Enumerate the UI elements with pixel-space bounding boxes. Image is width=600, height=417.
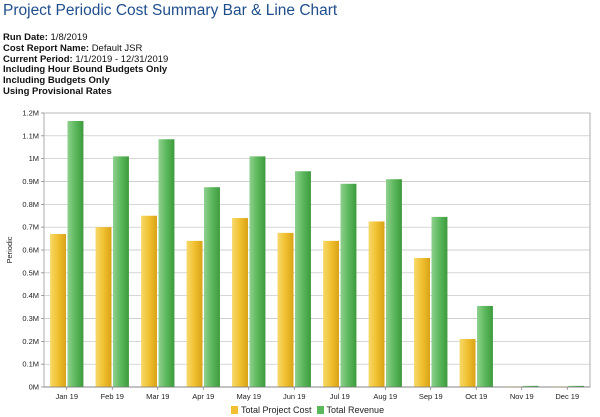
y-tick-label: 0.2M [22,337,39,346]
bar-total-project-cost [277,232,294,387]
legend-label-revenue: Total Revenue [326,405,385,415]
bar-total-revenue [568,385,584,387]
y-tick-label: 0M [29,383,39,392]
x-tick-label: Jan 19 [55,392,78,401]
bar-total-revenue [249,156,266,387]
x-tick-label: Apr 19 [192,392,214,401]
cost-report-value: Default JSR [91,42,143,54]
y-tick-label: 0.7M [22,223,39,232]
legend-label-cost: Total Project Cost [241,405,312,415]
x-tick-label: Oct 19 [465,392,487,401]
y-tick-label: 0.6M [22,246,39,255]
y-tick-label: 0.5M [22,268,39,277]
hour-bound-note: Including Hour Bound Budgets Only [3,64,168,76]
bar-total-revenue [340,183,357,387]
x-tick-label: Feb 19 [101,392,124,401]
x-tick-label: Mar 19 [146,392,169,401]
bar-total-project-cost [368,221,385,387]
run-date-value: 1/8/2019 [50,32,88,43]
bar-total-project-cost [232,218,248,387]
chart-legend: Total Project Cost Total Revenue [231,405,389,415]
x-tick-label: Dec 19 [555,392,579,401]
current-period-row: Current Period: 1/1/2019 - 12/31/2019 [3,53,169,66]
bar-total-revenue [386,179,402,387]
legend-swatch-cost [231,406,238,414]
bar-total-project-cost [95,227,112,387]
x-tick-label: Aug 19 [373,392,397,401]
bar-total-revenue [295,171,311,387]
y-tick-label: 0.8M [22,200,39,209]
bar-total-project-cost [141,215,157,387]
hour-bound-text: Including Hour Bound Budgets Only [3,64,168,76]
x-tick-label: Jul 19 [330,392,350,401]
y-axis-label: Periodic [5,236,14,263]
bar-total-project-cost [414,257,430,387]
y-tick-label: 0.4M [22,291,39,300]
chart-title: Project Periodic Cost Summary Bar & Line… [3,2,338,19]
x-tick-label: Nov 19 [510,392,534,401]
current-period-label: Current Period: [3,53,73,65]
bar-total-project-cost [459,339,476,387]
provisional-rates-text: Using Provisional Rates [3,85,112,97]
provisional-rates-note: Using Provisional Rates [3,85,168,98]
cost-report-row: Cost Report Name: Default JSR [3,42,168,55]
bar-total-revenue [67,120,84,387]
bar-total-project-cost [50,234,66,387]
bar-total-revenue [431,216,448,387]
run-date-label: Run Date: [3,32,48,43]
y-tick-label: 0.1M [22,360,39,369]
report-meta: Run Date: 1/8/2019 Cost Report Name: Def… [3,32,169,98]
bar-total-revenue [204,187,220,387]
bar-total-revenue [522,385,539,387]
y-tick-label: 1M [29,154,39,163]
bar-total-revenue [158,139,175,387]
x-tick-label: Jun 19 [283,392,306,401]
x-tick-label: Sep 19 [419,392,443,401]
y-tick-label: 1.2M [22,109,39,118]
legend-item-cost[interactable]: Total Project Cost [231,405,312,415]
y-tick-label: 0.3M [22,314,39,323]
budgets-only-note: Including Budgets Only [3,75,168,87]
bar-total-revenue [477,305,493,387]
y-tick-label: 1.1M [22,131,39,140]
legend-item-revenue[interactable]: Total Revenue [316,405,385,415]
budgets-only-text: Including Budgets Only [3,75,110,87]
current-period-value: 1/1/2019 - 12/31/2019 [75,53,169,65]
bar-total-project-cost [186,240,203,387]
cost-report-label: Cost Report Name: [3,42,90,54]
legend-swatch-revenue [316,406,324,414]
bar-total-revenue [113,156,129,387]
y-tick-label: 0.9M [22,177,39,186]
x-tick-label: May 19 [236,392,261,401]
bar-total-project-cost [323,240,339,387]
run-date-row: Run Date: 1/8/2019 [3,32,168,44]
